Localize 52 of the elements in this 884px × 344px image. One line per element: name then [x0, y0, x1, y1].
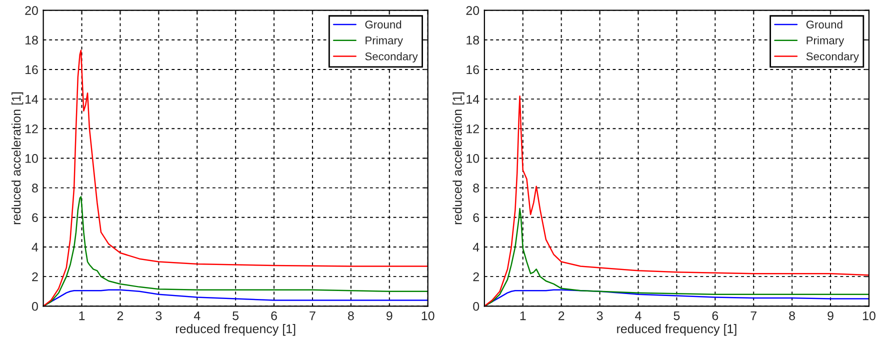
- y-tick-label: 2: [473, 272, 479, 282]
- x-tick-label: 7: [310, 311, 316, 320]
- legend-label: Secondary: [365, 52, 418, 63]
- y-tick-label: 16: [466, 65, 480, 74]
- y-tick-label: 10: [26, 154, 38, 163]
- x-tick-label: 7: [750, 311, 756, 320]
- x-tick-label: 10: [862, 311, 876, 320]
- y-tick-label: 20: [466, 6, 480, 15]
- x-tick-label: 4: [194, 311, 200, 320]
- y-tick-label: 8: [32, 184, 38, 192]
- x-tick-label: 6: [271, 311, 277, 320]
- y-tick-label: 14: [466, 95, 480, 104]
- x-tick-label: 9: [386, 311, 392, 320]
- legend-label: Primary: [366, 36, 403, 47]
- x-tick-label: 10: [422, 311, 434, 320]
- y-tick-label: 12: [26, 124, 38, 134]
- y-axis-title: reduced acceleration [1]: [452, 92, 464, 224]
- y-tick-label: 4: [472, 242, 480, 252]
- y-tick-label: 0: [32, 302, 38, 311]
- legend-label: Secondary: [806, 52, 859, 63]
- y-tick-label: 2: [32, 272, 38, 282]
- x-tick-label: 2: [558, 311, 564, 320]
- y-tick-label: 0: [473, 302, 480, 311]
- x-axis-title: reduced frequency [1]: [617, 324, 736, 336]
- x-tick-label: 6: [712, 311, 718, 320]
- legend-label: Primary: [806, 36, 844, 47]
- y-tick-label: 20: [25, 6, 38, 15]
- y-tick-label: 14: [26, 95, 38, 104]
- y-tick-label: 18: [466, 36, 480, 45]
- y-tick-label: 4: [32, 242, 38, 252]
- y-tick-label: 12: [466, 124, 479, 134]
- x-tick-label: 9: [828, 311, 834, 320]
- x-axis-title: reduced frequency [1]: [176, 324, 296, 336]
- x-tick-label: 8: [348, 311, 354, 320]
- y-axis-title: reduced acceleration [1]: [12, 92, 24, 224]
- legend-label: Ground: [365, 20, 402, 28]
- y-tick-label: 18: [26, 36, 38, 45]
- x-tick-label: 8: [789, 311, 795, 320]
- x-tick-label: 5: [232, 311, 239, 320]
- y-tick-label: 16: [26, 65, 38, 74]
- y-tick-label: 6: [473, 213, 480, 222]
- x-tick-label: 2: [117, 311, 124, 320]
- y-tick-label: 8: [473, 184, 480, 192]
- x-tick-label: 3: [596, 311, 603, 320]
- y-tick-label: 10: [466, 154, 480, 163]
- x-tick-label: 3: [156, 311, 162, 320]
- x-tick-label: 1: [79, 311, 85, 320]
- x-tick-label: 5: [674, 311, 680, 320]
- x-tick-label: 4: [635, 311, 642, 320]
- y-tick-label: 6: [32, 213, 38, 222]
- legend-label: Ground: [806, 20, 842, 28]
- x-tick-label: 1: [520, 311, 526, 320]
